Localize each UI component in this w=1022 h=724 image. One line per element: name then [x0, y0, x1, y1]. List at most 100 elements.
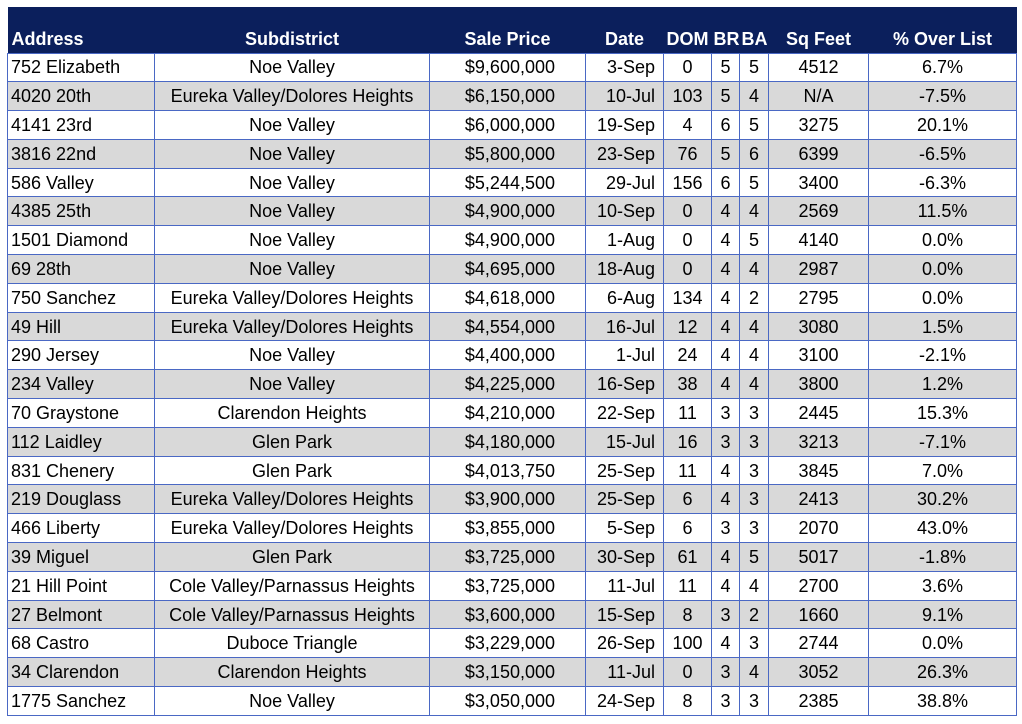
cell-sale-price: $6,000,000: [429, 110, 586, 140]
cell-sale-price: $3,855,000: [429, 513, 586, 544]
table-row: 69 28th Noe Valley $4,695,000 18-Aug 0 4 4 2987…: [7, 254, 1017, 284]
cell-ba: 3: [739, 686, 769, 716]
cell-pct-over-list: 0.0%: [868, 628, 1017, 659]
cell-br: 4: [711, 455, 740, 486]
cell-sale-price: $6,150,000: [429, 81, 586, 112]
cell-subdistrict: Noe Valley: [154, 340, 430, 371]
cell-address: 234 Valley: [7, 369, 155, 400]
cell-subdistrict: Clarendon Heights: [154, 398, 430, 428]
cell-br: 3: [711, 599, 740, 630]
cell-sale-price: $4,210,000: [429, 398, 586, 428]
cell-address: 4385 25th: [7, 196, 155, 227]
cell-ba: 5: [739, 542, 769, 572]
cell-date: 5-Sep: [585, 513, 664, 544]
cell-ba: 2: [739, 282, 769, 313]
cell-sq-feet: 2700: [768, 570, 869, 601]
cell-pct-over-list: -2.1%: [868, 340, 1017, 371]
cell-subdistrict: Noe Valley: [154, 369, 430, 400]
cell-pct-over-list: 11.5%: [868, 196, 1017, 227]
cell-date: 18-Aug: [585, 254, 664, 284]
cell-sq-feet: 2385: [768, 686, 869, 716]
table-row: 27 Belmont Cole Valley/Parnassus Heights $…: [7, 599, 1017, 630]
cell-ba: 4: [739, 311, 769, 342]
cell-sq-feet: 3100: [768, 340, 869, 371]
cell-subdistrict: Noe Valley: [154, 686, 430, 716]
cell-date: 30-Sep: [585, 542, 664, 572]
cell-ba: 4: [739, 81, 769, 112]
cell-date: 1-Jul: [585, 340, 664, 371]
cell-sq-feet: 3080: [768, 311, 869, 342]
cell-br: 4: [711, 196, 740, 227]
cell-sq-feet: 4512: [768, 52, 869, 83]
cell-dom: 24: [663, 340, 712, 371]
cell-dom: 16: [663, 426, 712, 457]
cell-subdistrict: Duboce Triangle: [154, 628, 430, 659]
cell-dom: 6: [663, 484, 712, 515]
cell-sq-feet: 2795: [768, 282, 869, 313]
cell-dom: 11: [663, 570, 712, 601]
cell-sale-price: $4,013,750: [429, 455, 586, 486]
cell-date: 24-Sep: [585, 686, 664, 716]
cell-address: 21 Hill Point: [7, 570, 155, 601]
sales-table-container: Address Subdistrict Sale Price Date DOM …: [7, 7, 1017, 718]
cell-sq-feet: 4140: [768, 225, 869, 256]
cell-sq-feet: 1660: [768, 599, 869, 630]
cell-br: 4: [711, 628, 740, 659]
cell-address: 34 Clarendon: [7, 657, 155, 688]
cell-ba: 3: [739, 426, 769, 457]
cell-dom: 76: [663, 138, 712, 169]
cell-sq-feet: 2070: [768, 513, 869, 544]
cell-sale-price: $9,600,000: [429, 52, 586, 83]
cell-dom: 38: [663, 369, 712, 400]
cell-dom: 6: [663, 513, 712, 544]
cell-address: 1501 Diamond: [7, 225, 155, 256]
header-dom: DOM: [663, 7, 712, 53]
cell-sq-feet: 2569: [768, 196, 869, 227]
cell-date: 3-Sep: [585, 52, 664, 83]
cell-subdistrict: Cole Valley/Parnassus Heights: [154, 570, 430, 601]
cell-subdistrict: Noe Valley: [154, 196, 430, 227]
cell-dom: 4: [663, 110, 712, 140]
cell-address: 290 Jersey: [7, 340, 155, 371]
cell-sq-feet: 3213: [768, 426, 869, 457]
cell-date: 10-Jul: [585, 81, 664, 112]
cell-ba: 5: [739, 52, 769, 83]
cell-br: 3: [711, 657, 740, 688]
cell-dom: 11: [663, 398, 712, 428]
table-row: 4020 20th Eureka Valley/Dolores Heights $6…: [7, 81, 1017, 112]
cell-address: 831 Chenery: [7, 455, 155, 486]
table-header-row: Address Subdistrict Sale Price Date DOM …: [7, 7, 1017, 53]
cell-dom: 0: [663, 225, 712, 256]
cell-dom: 11: [663, 455, 712, 486]
cell-dom: 61: [663, 542, 712, 572]
cell-subdistrict: Clarendon Heights: [154, 657, 430, 688]
cell-address: 4141 23rd: [7, 110, 155, 140]
cell-ba: 4: [739, 254, 769, 284]
cell-address: 752 Elizabeth: [7, 52, 155, 83]
cell-subdistrict: Noe Valley: [154, 225, 430, 256]
cell-dom: 100: [663, 628, 712, 659]
table-row: 68 Castro Duboce Triangle $3,229,000 26-Sep…: [7, 628, 1017, 659]
cell-ba: 3: [739, 513, 769, 544]
table-row: 112 Laidley Glen Park $4,180,000 15-Jul 16 3 3…: [7, 426, 1017, 457]
cell-ba: 5: [739, 110, 769, 140]
cell-sq-feet: 3052: [768, 657, 869, 688]
cell-dom: 103: [663, 81, 712, 112]
cell-date: 19-Sep: [585, 110, 664, 140]
cell-sq-feet: 3275: [768, 110, 869, 140]
cell-sale-price: $4,900,000: [429, 196, 586, 227]
cell-pct-over-list: 0.0%: [868, 225, 1017, 256]
cell-address: 112 Laidley: [7, 426, 155, 457]
cell-sale-price: $4,180,000: [429, 426, 586, 457]
cell-pct-over-list: -1.8%: [868, 542, 1017, 572]
cell-sale-price: $3,229,000: [429, 628, 586, 659]
cell-pct-over-list: -6.5%: [868, 138, 1017, 169]
cell-address: 586 Valley: [7, 167, 155, 198]
header-sale-price: Sale Price: [429, 7, 586, 53]
cell-sq-feet: 3800: [768, 369, 869, 400]
cell-dom: 134: [663, 282, 712, 313]
cell-br: 6: [711, 110, 740, 140]
table-row: 234 Valley Noe Valley $4,225,000 16-Sep 38 4 4…: [7, 369, 1017, 400]
cell-sale-price: $5,800,000: [429, 138, 586, 169]
cell-date: 23-Sep: [585, 138, 664, 169]
